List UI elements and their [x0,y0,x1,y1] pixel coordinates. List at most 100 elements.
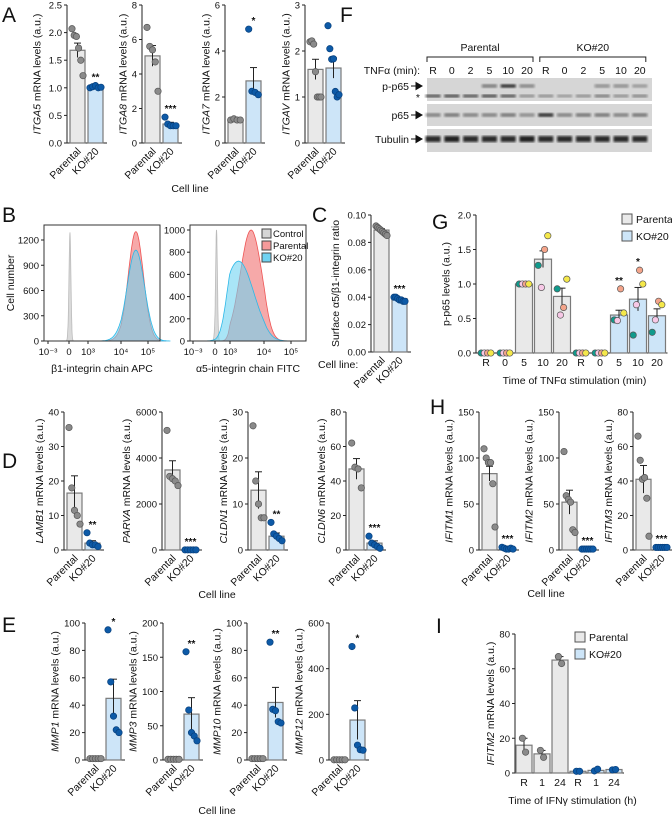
data-point [254,500,263,508]
x-tick-label: R [577,357,585,369]
y-tick-label: 100 [538,454,554,465]
plot-frame [189,224,307,342]
panel-letter-i: I [436,615,442,638]
data-point [252,477,260,485]
group-bracket [539,56,647,62]
blot-band [425,113,441,117]
legend-swatch [574,648,586,660]
data-point [254,91,262,99]
bar [514,283,534,354]
y-axis-label-text: mRNA levels (a.u.) [485,642,497,732]
data-point [143,23,151,31]
legend-swatch [261,252,272,263]
data-point [567,498,575,506]
data-point [589,545,597,553]
y-tick-label: 1200 [18,236,39,247]
y-tick-label: 2000 [136,500,157,511]
lane-label: 5 [486,65,492,77]
significance-marker: ** [615,276,623,287]
x-tick-label: 10⁴ [257,347,272,358]
bar [87,86,104,144]
lane-label: 10 [615,65,627,77]
bar [533,258,553,354]
data-point [560,448,568,456]
y-tick-label: 0.0 [458,349,471,360]
data-point [359,746,367,754]
panel-letter-c: C [312,204,327,227]
y-tick-label: 150 [538,408,554,419]
y-axis-label-gene: MMP12 [294,718,306,754]
y-tick-label: 100 [64,619,80,630]
blot-band [500,113,516,117]
y-tick-label: 0 [180,337,185,348]
data-point [540,753,548,761]
blot-band [500,84,516,88]
legend-swatch [621,230,633,242]
data-point [401,297,409,305]
lane-label: 2 [580,65,586,77]
y-axis-label: ITGA8 mRNA levels (a.u.) [118,14,130,135]
lane-label: 0 [449,65,455,77]
y-tick-label: 2.0 [49,28,62,39]
data-point [594,765,602,773]
panel-letter-d: D [2,450,17,473]
y-tick-label: 4 [132,70,137,81]
blot-band [632,94,648,98]
data-point [83,529,91,537]
data-point [645,532,653,540]
data-point [329,55,338,63]
x-axis-label: Time of IFNγ stimulation (h) [508,795,637,807]
histogram-series-ko20 [202,260,293,342]
y-tick-label: 4000 [136,454,157,465]
data-point [97,83,105,91]
y-tick-label: 8 [132,1,137,12]
data-point [365,532,373,540]
blot-band [519,84,535,88]
data-point [348,642,356,651]
blot-band [594,84,610,88]
data-point [541,245,549,254]
y-tick-label: 0 [336,546,341,557]
significance-marker: *** [394,284,406,295]
y-tick-label: 20 [617,511,628,522]
blot-band [557,113,573,117]
y-tick-label: 80 [69,646,80,657]
legend-swatch [261,228,272,239]
data-point [175,755,183,763]
y-tick-label: 0.5 [49,111,62,122]
data-point [260,514,268,522]
blot-band [481,136,497,142]
y-tick-label: 900 [23,261,39,272]
significance-marker: * [636,257,640,268]
significance-marker: *** [185,537,197,548]
lane-label: R [429,65,437,77]
data-point [632,301,640,309]
y-axis-label: IFITM2 mRNA levels (a.u.) [485,642,497,766]
y-tick-label: 150 [458,408,474,419]
significance-marker: *** [369,523,381,534]
data-point [182,648,190,656]
y-axis-label: ITGA7 mRNA levels (a.u.) [201,14,213,135]
y-tick-label: 1000 [164,226,185,237]
y-tick-label: 0 [54,546,59,557]
data-point [107,678,115,686]
data-point [556,311,564,319]
y-tick-label: 1 [295,93,300,104]
y-tick-label: 0.08 [348,238,367,249]
data-point [554,653,562,661]
y-tick-label: 1.0 [458,280,471,291]
y-tick-label: 80 [330,408,341,419]
blot-band [444,113,460,117]
x-tick-label: 10⁵ [141,347,156,358]
y-tick-label: 60 [231,673,242,684]
lane-label: 10 [502,65,514,77]
y-tick-label: 0 [505,769,510,780]
bar [391,297,408,353]
x-tick-label: 0 [212,347,217,358]
data-point [634,432,642,440]
x-tick-label: 10³ [223,347,237,358]
y-tick-label: 50 [543,500,554,511]
